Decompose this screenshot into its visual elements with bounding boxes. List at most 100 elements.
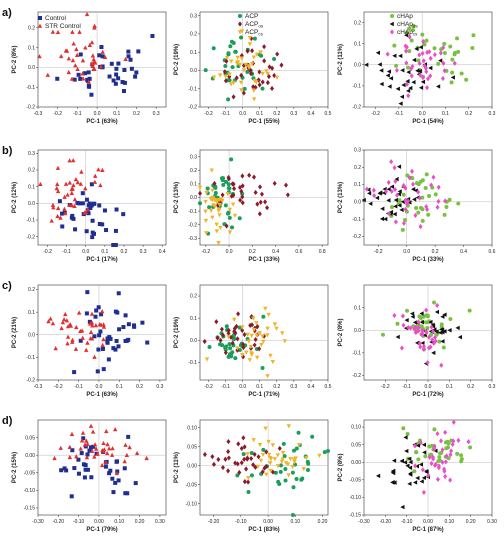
scatter-panel-8: -0.2 -0.1 0.0 0.1 0.2 0.3-0.2-0.10.00.1PC-1 (…	[338, 284, 496, 398]
data-point	[416, 319, 421, 325]
data-point	[72, 370, 77, 375]
data-point	[76, 310, 82, 315]
data-point	[412, 326, 417, 332]
y-tick-label: -0.2	[26, 234, 35, 240]
y-tick-label: 0.0	[190, 195, 197, 201]
data-point	[60, 211, 65, 216]
data-point	[224, 324, 229, 329]
x-tick-label: 0.3	[290, 111, 297, 117]
data-point	[418, 224, 423, 230]
data-point	[241, 452, 246, 457]
data-point	[38, 181, 43, 187]
x-tick-label: -0.2	[204, 384, 213, 390]
data-point	[109, 61, 114, 66]
data-point	[227, 78, 232, 83]
data-point	[455, 36, 460, 41]
data-point	[414, 181, 419, 186]
y-tick-label: 0.1	[354, 41, 361, 47]
data-point	[386, 69, 392, 74]
x-axis-label: PC-1 (79%)	[86, 527, 117, 533]
data-point	[55, 213, 60, 219]
data-point	[88, 423, 94, 428]
data-point	[405, 308, 410, 313]
data-point	[444, 453, 449, 459]
y-tick-label: -0.2	[352, 373, 361, 379]
data-point	[257, 443, 263, 448]
data-point	[410, 63, 415, 70]
data-point	[223, 78, 228, 84]
data-point	[273, 470, 278, 475]
data-point	[379, 81, 384, 87]
x-tick-label: 0.4	[460, 249, 467, 255]
data-point	[114, 72, 119, 77]
data-point	[450, 441, 455, 448]
data-point	[91, 201, 96, 206]
data-point	[102, 208, 107, 213]
data-point	[471, 33, 476, 38]
data-point	[70, 58, 76, 63]
data-point	[278, 463, 283, 468]
data-point	[464, 77, 469, 82]
x-tick-label: 0.0	[239, 384, 246, 390]
data-point	[63, 181, 69, 186]
data-point	[132, 324, 137, 329]
data-point	[398, 53, 403, 59]
data-point	[435, 431, 440, 437]
data-point	[101, 337, 106, 342]
data-point	[83, 186, 88, 191]
scatter-panel-11: -0.30 -0.20 -0.10 0.00 0.10 0.20 0.30 -0.15 -0.1…	[338, 419, 497, 533]
data-point	[413, 324, 418, 330]
data-point	[443, 473, 448, 480]
data-point	[394, 63, 399, 68]
data-point	[393, 197, 398, 203]
y-axis-label: PC-2 (13%)	[174, 182, 180, 213]
data-point	[78, 181, 84, 186]
data-point	[111, 346, 116, 351]
data-point	[424, 38, 429, 43]
data-point	[227, 230, 233, 235]
data-point	[88, 206, 93, 211]
data-point	[230, 65, 235, 70]
data-point	[444, 446, 449, 451]
data-point	[64, 48, 70, 53]
data-point	[226, 468, 231, 474]
data-point	[388, 76, 394, 81]
data-point	[80, 201, 85, 206]
data-point	[239, 56, 244, 61]
x-tick-label: 0.2	[136, 384, 143, 390]
data-point	[429, 182, 434, 188]
data-point	[435, 476, 440, 483]
x-tick-label: 0.10	[114, 519, 124, 525]
data-point	[203, 199, 208, 205]
data-point	[399, 207, 404, 213]
x-axis-label: PC-1 (55%)	[248, 119, 279, 125]
data-point	[70, 448, 75, 453]
data-point	[249, 333, 254, 338]
data-point	[214, 229, 220, 234]
data-point	[121, 89, 126, 94]
data-point	[419, 324, 424, 329]
data-point	[401, 322, 406, 328]
data-point	[245, 452, 250, 457]
y-tick-label: -0.2	[26, 105, 35, 111]
data-point	[301, 467, 306, 472]
data-point	[267, 452, 272, 457]
data-point	[253, 464, 258, 470]
data-point	[414, 450, 419, 455]
data-point	[435, 84, 441, 89]
x-tick-label: 0.3	[489, 111, 496, 117]
data-point	[97, 221, 102, 226]
data-point	[96, 305, 101, 310]
y-tick-label: 0.05	[187, 444, 197, 450]
scatter-panel-4: -0.2 0.0 0.2 0.4 0.6 0.8 -0.3 -0.2 -0.1 0.0 0.1 0.2…	[174, 149, 329, 263]
data-point	[218, 225, 223, 231]
data-point	[459, 459, 464, 464]
data-point	[428, 319, 433, 325]
data-point	[267, 64, 272, 70]
data-point	[115, 469, 120, 474]
data-point	[230, 202, 236, 207]
data-point	[414, 46, 419, 52]
data-point	[204, 231, 209, 236]
data-point	[266, 439, 271, 445]
data-point	[442, 468, 447, 474]
